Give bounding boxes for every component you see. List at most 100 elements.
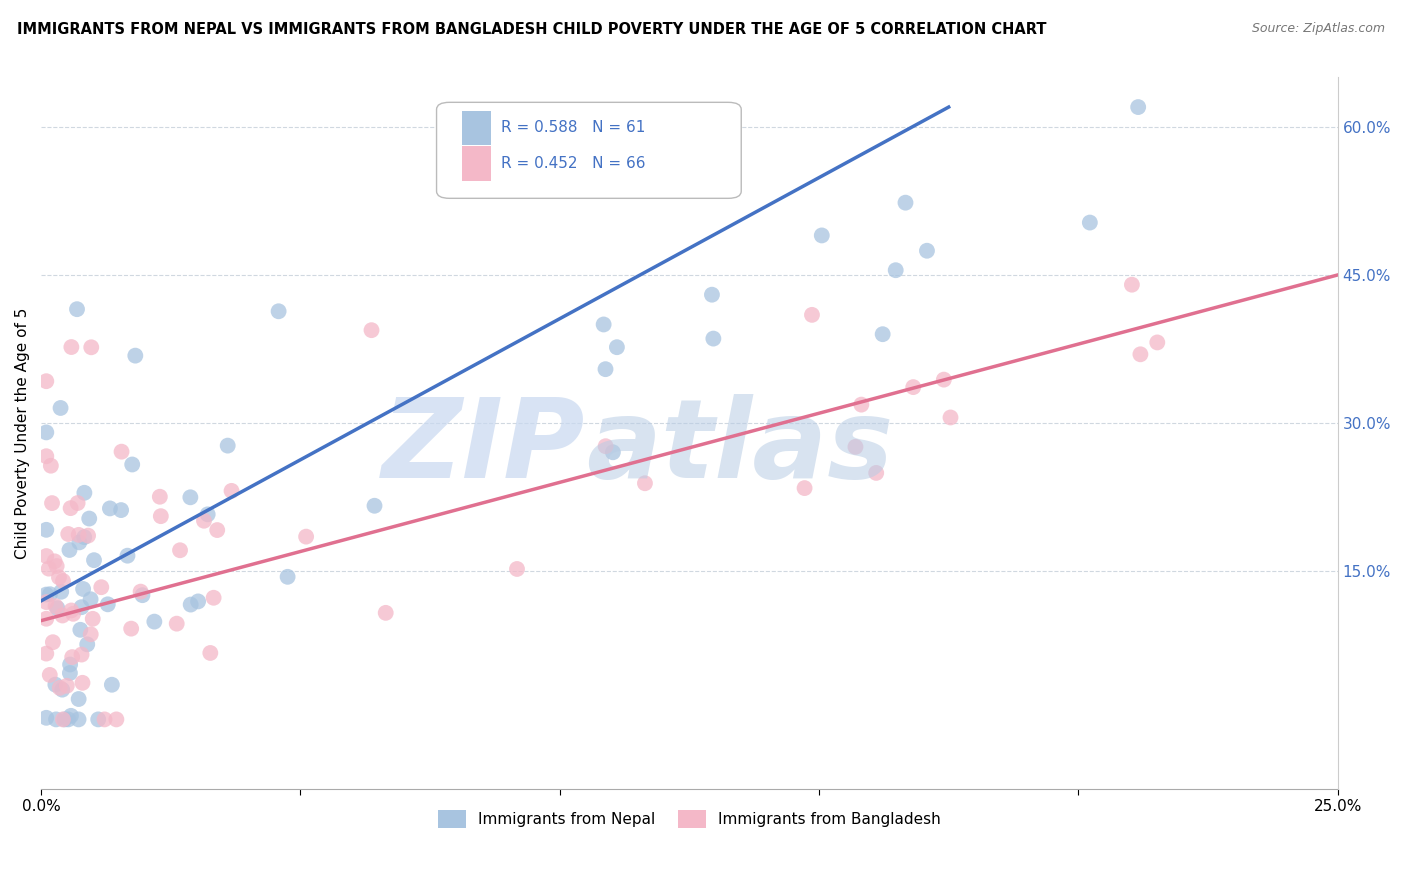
Point (363, 499, 385, 513)
Point (39, 587, 62, 601)
Point (149, 509, 172, 524)
Point (205, 523, 228, 537)
Point (602, 445, 624, 459)
Point (915, 244, 938, 258)
Point (67, 528, 90, 542)
Point (72, 675, 94, 690)
Point (51, 608, 73, 623)
Point (1078, 216, 1101, 230)
Point (35, 647, 58, 661)
Point (67, 535, 90, 549)
Point (60, 340, 83, 354)
Text: ZIP: ZIP (382, 393, 586, 500)
Point (76, 637, 98, 651)
Point (45, 559, 67, 574)
Point (801, 308, 824, 322)
Point (932, 373, 955, 387)
Point (295, 530, 318, 544)
Point (48, 570, 70, 584)
Point (66, 302, 89, 317)
Point (49, 401, 72, 415)
Point (865, 466, 887, 480)
Point (267, 304, 290, 318)
Point (592, 318, 614, 332)
Point (58, 543, 80, 558)
Point (202, 591, 225, 605)
Point (1146, 335, 1168, 350)
Point (58, 712, 80, 726)
Point (45, 712, 67, 726)
Point (110, 503, 132, 517)
Point (903, 380, 925, 394)
Point (67, 692, 90, 706)
Point (35, 711, 58, 725)
Point (939, 410, 962, 425)
Point (374, 606, 396, 620)
Point (80, 340, 103, 354)
Point (101, 678, 124, 692)
Point (35, 588, 58, 602)
Point (77, 511, 100, 525)
Point (58, 527, 80, 541)
Point (53, 712, 76, 726)
Point (83, 553, 105, 567)
Point (200, 646, 222, 660)
Point (39, 458, 62, 473)
Point (810, 228, 832, 243)
Text: Source: ZipAtlas.com: Source: ZipAtlas.com (1251, 22, 1385, 36)
Point (46, 601, 69, 615)
Text: R = 0.588   N = 61: R = 0.588 N = 61 (502, 120, 645, 136)
Point (117, 549, 139, 563)
Point (197, 508, 219, 522)
Point (1129, 347, 1152, 361)
Point (52, 712, 75, 726)
Point (35, 612, 58, 626)
Point (793, 481, 815, 495)
Point (1128, 100, 1150, 114)
Point (82, 612, 104, 626)
Point (72, 582, 94, 596)
Point (59, 657, 82, 672)
Point (506, 562, 529, 576)
Point (35, 523, 58, 537)
Point (59, 666, 82, 681)
Point (187, 594, 209, 608)
Point (634, 476, 657, 491)
Point (44, 678, 66, 692)
Point (131, 588, 153, 602)
Point (60, 650, 83, 665)
Point (56, 679, 79, 693)
Point (42, 635, 65, 649)
Text: R = 0.452   N = 66: R = 0.452 N = 66 (502, 156, 645, 171)
Point (166, 616, 188, 631)
Bar (463, 111, 491, 145)
Point (894, 195, 917, 210)
Point (180, 598, 202, 612)
Point (110, 444, 132, 458)
Point (35, 595, 58, 609)
Point (277, 570, 299, 584)
Point (79, 592, 101, 607)
Point (700, 287, 723, 301)
Point (143, 615, 166, 629)
Point (38, 561, 60, 575)
Point (51, 584, 73, 599)
Point (35, 425, 58, 440)
Point (59, 708, 82, 723)
Point (121, 458, 143, 472)
Text: IMMIGRANTS FROM NEPAL VS IMMIGRANTS FROM BANGLADESH CHILD POVERTY UNDER THE AGE : IMMIGRANTS FROM NEPAL VS IMMIGRANTS FROM… (17, 22, 1046, 37)
Point (221, 483, 243, 498)
Point (149, 490, 172, 504)
Point (217, 439, 239, 453)
Point (124, 349, 146, 363)
Point (606, 340, 628, 354)
Point (97, 597, 120, 611)
Point (51, 682, 73, 697)
Point (90, 580, 112, 594)
Point (360, 323, 382, 337)
Point (66, 496, 89, 510)
Point (67, 712, 90, 726)
Point (52, 574, 75, 588)
Point (93, 712, 115, 726)
Point (179, 491, 201, 505)
